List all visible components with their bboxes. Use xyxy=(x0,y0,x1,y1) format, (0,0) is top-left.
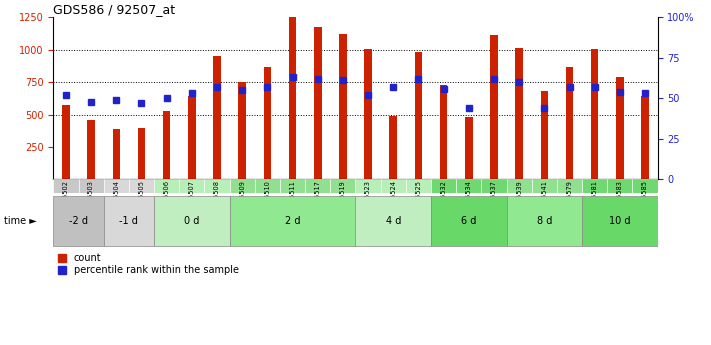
Bar xyxy=(129,179,154,193)
Text: 4 d: 4 d xyxy=(385,216,401,226)
Text: GSM15583: GSM15583 xyxy=(617,180,623,216)
Bar xyxy=(314,27,321,179)
Bar xyxy=(481,179,506,193)
Text: GSM15579: GSM15579 xyxy=(567,180,572,216)
Bar xyxy=(62,106,70,179)
Text: GSM15539: GSM15539 xyxy=(516,180,522,216)
Text: GSM15519: GSM15519 xyxy=(340,180,346,216)
Bar xyxy=(406,179,431,193)
Text: GDS586 / 92507_at: GDS586 / 92507_at xyxy=(53,3,176,16)
Bar xyxy=(154,196,230,246)
Bar xyxy=(607,179,633,193)
Text: GSM15585: GSM15585 xyxy=(642,180,648,216)
Bar xyxy=(238,82,246,179)
Text: GSM15509: GSM15509 xyxy=(239,180,245,216)
Text: -1 d: -1 d xyxy=(119,216,139,226)
Bar xyxy=(591,49,599,179)
Bar xyxy=(390,116,397,179)
Bar xyxy=(431,196,506,246)
Bar xyxy=(289,17,296,179)
Bar xyxy=(633,179,658,193)
Bar xyxy=(163,111,171,179)
Text: GSM15524: GSM15524 xyxy=(390,180,396,216)
Bar xyxy=(440,85,447,179)
Bar xyxy=(213,56,221,179)
Bar xyxy=(364,49,372,179)
Text: GSM15581: GSM15581 xyxy=(592,180,598,216)
Bar xyxy=(205,179,230,193)
Text: GSM15507: GSM15507 xyxy=(189,180,195,216)
Text: time ►: time ► xyxy=(4,216,36,226)
Text: GSM15517: GSM15517 xyxy=(315,180,321,216)
Bar xyxy=(490,35,498,179)
Bar xyxy=(506,179,532,193)
Text: 0 d: 0 d xyxy=(184,216,200,226)
Bar xyxy=(230,196,356,246)
Text: GSM15503: GSM15503 xyxy=(88,180,94,216)
Bar xyxy=(53,179,78,193)
Bar xyxy=(456,179,481,193)
Bar xyxy=(53,196,104,246)
Bar xyxy=(188,96,196,179)
Bar xyxy=(154,179,179,193)
Text: 6 d: 6 d xyxy=(461,216,476,226)
Text: GSM15537: GSM15537 xyxy=(491,180,497,216)
Text: GSM15502: GSM15502 xyxy=(63,180,69,216)
Bar xyxy=(616,77,624,179)
Bar xyxy=(515,48,523,179)
Bar xyxy=(331,179,356,193)
Text: GSM15506: GSM15506 xyxy=(164,180,170,216)
Legend: count, percentile rank within the sample: count, percentile rank within the sample xyxy=(58,253,239,275)
Bar xyxy=(112,129,120,179)
Bar xyxy=(339,34,347,179)
Bar xyxy=(138,128,145,179)
Text: GSM15504: GSM15504 xyxy=(113,180,119,216)
Bar xyxy=(582,179,607,193)
Bar xyxy=(540,91,548,179)
Text: 8 d: 8 d xyxy=(537,216,552,226)
Bar xyxy=(356,179,380,193)
Text: GSM15523: GSM15523 xyxy=(365,180,371,216)
Bar xyxy=(641,96,649,179)
Bar xyxy=(557,179,582,193)
Text: 10 d: 10 d xyxy=(609,216,631,226)
Text: GSM15511: GSM15511 xyxy=(289,180,296,216)
Bar xyxy=(506,196,582,246)
Bar xyxy=(179,179,205,193)
Text: GSM15510: GSM15510 xyxy=(264,180,270,216)
Bar xyxy=(465,117,473,179)
Text: GSM15541: GSM15541 xyxy=(541,180,547,216)
Bar xyxy=(305,179,331,193)
Bar xyxy=(566,67,573,179)
Bar xyxy=(104,196,154,246)
Bar xyxy=(280,179,305,193)
Bar xyxy=(255,179,280,193)
Bar xyxy=(78,179,104,193)
Text: GSM15534: GSM15534 xyxy=(466,180,472,216)
Text: GSM15532: GSM15532 xyxy=(441,180,447,216)
Bar xyxy=(264,67,271,179)
Text: GSM15525: GSM15525 xyxy=(415,180,422,216)
Bar xyxy=(104,179,129,193)
Bar xyxy=(230,179,255,193)
Bar xyxy=(87,120,95,179)
Bar xyxy=(415,52,422,179)
Text: GSM15505: GSM15505 xyxy=(139,180,144,216)
Bar xyxy=(431,179,456,193)
Text: -2 d: -2 d xyxy=(69,216,88,226)
Bar xyxy=(532,179,557,193)
Bar xyxy=(356,196,431,246)
Text: 2 d: 2 d xyxy=(285,216,300,226)
Bar xyxy=(582,196,658,246)
Bar xyxy=(380,179,406,193)
Text: GSM15508: GSM15508 xyxy=(214,180,220,216)
